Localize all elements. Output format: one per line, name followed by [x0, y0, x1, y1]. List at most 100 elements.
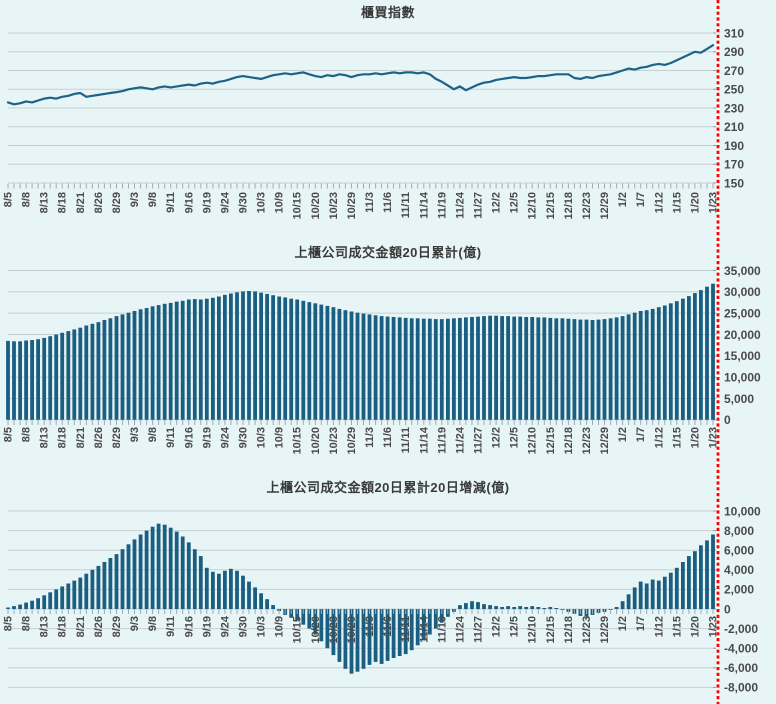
bar	[18, 341, 22, 420]
bar	[18, 604, 22, 609]
x-axis-label: 11/3	[364, 427, 376, 448]
bar	[705, 286, 709, 420]
bar	[114, 554, 119, 609]
bar	[693, 293, 697, 420]
bar	[662, 576, 667, 609]
bar	[506, 606, 510, 609]
bar	[626, 594, 631, 609]
x-axis-label: 11/11	[400, 427, 412, 453]
x-axis-label: 8/5	[3, 192, 15, 207]
bar	[331, 307, 336, 420]
x-axis-label: 1/2	[617, 616, 629, 631]
bar	[518, 606, 523, 609]
bar	[464, 317, 468, 420]
bar	[391, 609, 396, 658]
bar	[494, 315, 498, 420]
bar	[705, 540, 709, 609]
bar	[681, 298, 685, 420]
chart-1: 35,000 30,000 25,000 20,000 15,000 10,000 5,00…	[3, 264, 762, 455]
bar	[464, 603, 468, 609]
bar	[409, 318, 414, 420]
bar	[66, 583, 71, 609]
bar	[421, 318, 426, 420]
y-axis-label: 150	[724, 176, 744, 190]
bar	[554, 608, 559, 609]
bar	[446, 318, 450, 420]
bar	[120, 549, 125, 609]
bar	[482, 316, 486, 420]
bar	[476, 316, 480, 420]
bar	[662, 305, 667, 420]
bar	[211, 297, 215, 420]
bar	[337, 308, 342, 420]
bar	[150, 306, 155, 420]
bar	[674, 567, 679, 609]
x-axis-label: 8/21	[75, 616, 87, 637]
bar	[620, 601, 625, 609]
x-axis-label: 9/16	[183, 616, 195, 637]
bar	[48, 592, 53, 609]
bar	[409, 609, 414, 651]
bar	[277, 296, 282, 420]
x-axis-label: 11/27	[473, 616, 485, 643]
bar	[211, 571, 215, 609]
y-axis-label: 2,000	[724, 583, 754, 597]
bar	[331, 609, 336, 656]
bar	[458, 605, 462, 609]
bar	[632, 587, 637, 609]
bar	[36, 598, 40, 609]
bar	[126, 544, 131, 609]
bar	[512, 607, 517, 609]
bar	[229, 293, 233, 420]
bar	[494, 606, 498, 609]
bar	[650, 308, 655, 420]
x-axis-label: 11/24	[454, 615, 466, 643]
x-axis-label: 12/2	[491, 616, 503, 637]
bar	[289, 298, 294, 420]
x-axis-label: 12/18	[563, 616, 575, 644]
x-axis-label: 9/30	[238, 616, 250, 637]
x-axis-label: 1/15	[671, 616, 683, 637]
x-axis-label: 9/11	[165, 192, 177, 213]
x-axis-label: 1/2	[617, 192, 629, 207]
bar	[711, 534, 715, 609]
bar	[403, 317, 408, 420]
bar	[632, 312, 637, 420]
bar	[325, 609, 330, 649]
bar	[668, 572, 673, 609]
y-axis-label: -4,000	[724, 642, 758, 656]
bar	[271, 605, 275, 609]
x-axis-label: 11/19	[436, 616, 448, 643]
bar	[114, 316, 119, 420]
x-axis-label: 8/26	[93, 192, 105, 213]
x-axis-label: 10/29	[346, 192, 358, 220]
chart-2: 10,000 8,000 6,000 4,000 2,000 0 -2,000 -4,000 -…	[3, 504, 762, 694]
bar	[192, 549, 197, 609]
bar	[108, 318, 113, 420]
bar	[699, 290, 703, 420]
y-axis-label: 10,000	[724, 504, 761, 518]
x-axis-label: 10/9	[274, 616, 286, 637]
bar	[138, 534, 143, 609]
x-axis-label: 12/15	[545, 616, 557, 644]
bar	[84, 325, 89, 420]
x-axis-label: 11/27	[473, 427, 485, 454]
y-axis-label: 210	[724, 120, 744, 134]
x-axis-label: 8/18	[57, 616, 69, 637]
x-axis-label: 8/29	[111, 427, 123, 448]
x-axis-label: 9/16	[183, 427, 195, 448]
bar	[144, 530, 149, 609]
bar	[84, 573, 89, 609]
bar	[235, 292, 239, 420]
bar	[60, 332, 65, 420]
bar	[614, 317, 619, 420]
x-axis-label: 8/8	[21, 616, 33, 631]
bar	[530, 606, 535, 609]
x-axis-label: 8/13	[39, 616, 51, 637]
x-axis-label: 9/30	[238, 192, 250, 213]
bar	[301, 609, 306, 625]
bar	[12, 606, 16, 609]
y-axis-label: 6,000	[724, 544, 754, 558]
bar	[415, 609, 420, 646]
x-axis-label: 11/19	[436, 192, 448, 219]
